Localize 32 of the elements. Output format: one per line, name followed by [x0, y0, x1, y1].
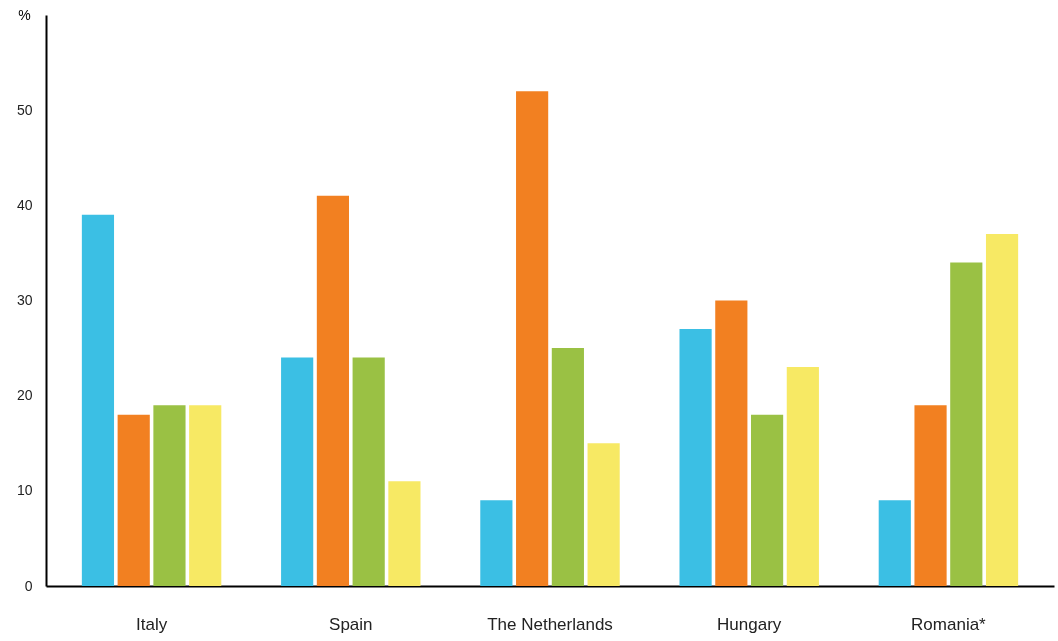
bar	[950, 262, 983, 586]
y-tick-label: 20	[16, 387, 33, 404]
bar	[679, 329, 712, 586]
x-tick-label: Hungary	[717, 614, 782, 634]
y-axis-title: %	[18, 6, 31, 23]
y-tick-label: 10	[16, 482, 33, 499]
bar	[587, 443, 620, 586]
bar	[81, 214, 115, 586]
bar	[516, 91, 549, 586]
bar	[281, 357, 314, 586]
bar	[786, 367, 819, 586]
y-tick-label: 30	[16, 292, 33, 308]
bar	[751, 414, 784, 586]
bar	[480, 500, 513, 586]
x-tick-label: The Netherlands	[487, 614, 613, 634]
x-tick-label: Romania*	[911, 614, 987, 634]
x-tick-label: Italy	[135, 614, 168, 634]
bar	[715, 300, 748, 586]
x-tick-label: Spain	[329, 614, 373, 634]
bar	[352, 357, 385, 586]
bar	[388, 481, 421, 586]
bar	[914, 405, 947, 586]
bar	[117, 414, 150, 586]
bar	[878, 500, 911, 586]
y-tick-label: 0	[24, 577, 33, 594]
bar	[551, 348, 584, 586]
bar	[985, 233, 1019, 586]
bar	[153, 405, 186, 586]
bar	[189, 405, 222, 586]
y-tick-label: 40	[16, 196, 33, 213]
y-tick-label: 50	[16, 101, 33, 118]
bar	[316, 195, 349, 586]
